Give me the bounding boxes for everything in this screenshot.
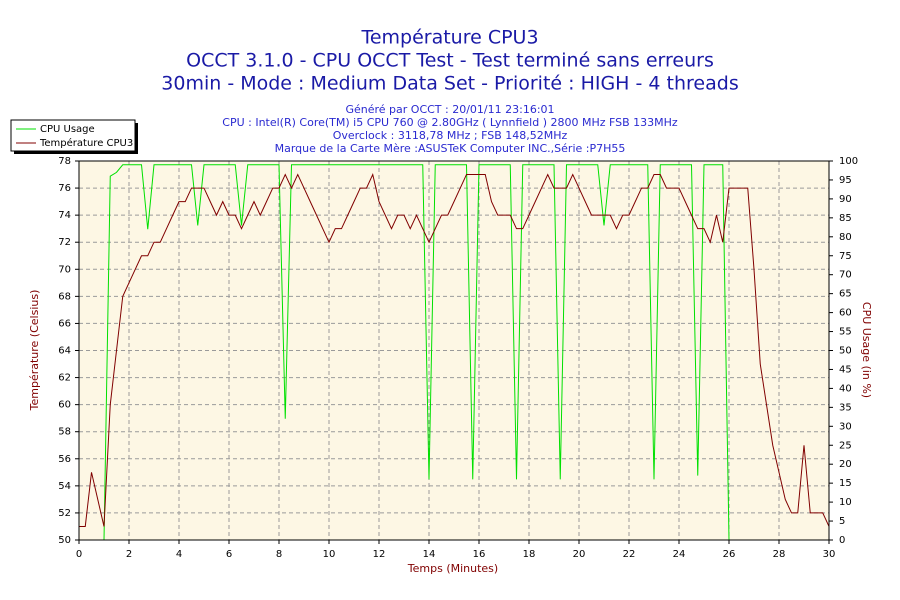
x-tick-label: 14 <box>423 549 436 560</box>
y2-tick-label: 75 <box>839 251 852 262</box>
y-tick-label: 56 <box>58 454 71 465</box>
info-line: Overclock : 3118,78 MHz ; FSB 148,52MHz <box>333 129 568 142</box>
info-line: Marque de la Carte Mère :ASUSTeK Compute… <box>275 142 626 155</box>
x-tick-label: 0 <box>76 549 82 560</box>
y-tick-label: 70 <box>58 264 71 275</box>
y2-tick-label: 10 <box>839 497 852 508</box>
y2-tick-label: 95 <box>839 175 852 186</box>
chart-title: Température CPU3 <box>360 27 538 49</box>
chart-subtitle: OCCT 3.1.0 - CPU OCCT Test - Test termin… <box>186 50 714 72</box>
y-tick-label: 76 <box>58 183 71 194</box>
y2-tick-label: 80 <box>839 232 852 243</box>
x-axis-label: Temps (Minutes) <box>407 562 498 575</box>
x-tick-label: 12 <box>373 549 386 560</box>
x-tick-label: 28 <box>773 549 786 560</box>
y-tick-label: 64 <box>58 346 71 357</box>
legend: CPU Usage Température CPU3 <box>10 119 138 154</box>
y-tick-label: 74 <box>58 210 71 221</box>
y2-tick-label: 55 <box>839 327 852 338</box>
x-tick-label: 30 <box>823 549 836 560</box>
y2-tick-label: 30 <box>839 421 852 432</box>
y2-axis-label: CPU Usage (in %) <box>860 302 873 398</box>
y-tick-label: 62 <box>58 373 71 384</box>
x-tick-label: 2 <box>126 549 132 560</box>
legend-label: CPU Usage <box>40 124 95 135</box>
y2-tick-label: 50 <box>839 346 852 357</box>
x-tick-label: 16 <box>473 549 486 560</box>
y-tick-label: 60 <box>58 400 71 411</box>
legend-box <box>10 119 136 152</box>
y-tick-label: 50 <box>58 535 71 546</box>
x-tick-label: 22 <box>623 549 636 560</box>
y2-tick-label: 20 <box>839 459 852 470</box>
x-tick-label: 20 <box>573 549 586 560</box>
y2-tick-label: 0 <box>839 535 845 546</box>
series-line <box>79 164 829 541</box>
y2-tick-label: 35 <box>839 402 852 413</box>
y2-tick-label: 45 <box>839 364 852 375</box>
y2-tick-label: 25 <box>839 440 852 451</box>
x-tick-label: 8 <box>276 549 282 560</box>
y2-tick-label: 15 <box>839 478 852 489</box>
x-tick-label: 4 <box>176 549 182 560</box>
y-tick-label: 78 <box>58 156 71 167</box>
x-tick-label: 10 <box>323 549 336 560</box>
chart-subtitle: 30min - Mode : Medium Data Set - Priorit… <box>161 73 738 95</box>
y-tick-label: 54 <box>58 481 71 492</box>
series-line <box>79 173 830 527</box>
y2-tick-label: 70 <box>839 270 852 281</box>
x-tick-label: 6 <box>226 549 232 560</box>
plot-border <box>78 160 830 541</box>
y-tick-label: 58 <box>58 427 71 438</box>
x-tick-label: 18 <box>523 549 536 560</box>
y2-tick-label: 60 <box>839 308 852 319</box>
info-line: Généré par OCCT : 20/01/11 23:16:01 <box>345 103 554 116</box>
y2-tick-label: 100 <box>839 156 858 167</box>
y-axis-label: Température (Celsius) <box>28 290 41 412</box>
info-line: CPU : Intel(R) Core(TM) i5 CPU 760 @ 2.8… <box>222 116 678 129</box>
y-tick-label: 72 <box>58 237 71 248</box>
x-tick-label: 26 <box>723 549 736 560</box>
y-tick-label: 66 <box>58 318 71 329</box>
y2-tick-label: 90 <box>839 194 852 205</box>
legend-label: Température CPU3 <box>39 137 133 149</box>
x-tick-label: 24 <box>673 549 686 560</box>
y2-tick-label: 40 <box>839 383 852 394</box>
y2-tick-label: 65 <box>839 289 852 300</box>
y-tick-label: 68 <box>58 291 71 302</box>
y-tick-label: 52 <box>58 508 71 519</box>
y2-tick-label: 85 <box>839 213 852 224</box>
y2-tick-label: 5 <box>839 516 845 527</box>
